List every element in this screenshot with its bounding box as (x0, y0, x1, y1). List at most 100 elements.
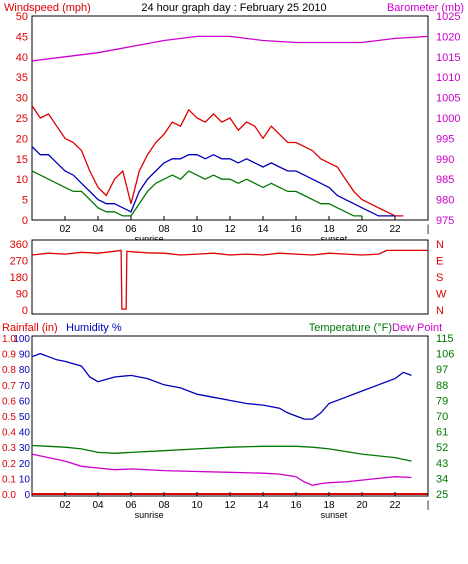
humidity-tick-label: 0 (24, 490, 30, 501)
rainfall-tick-label: 0.8 (2, 365, 16, 376)
barometer-tick-label: 1025 (436, 11, 460, 23)
humidity-tick-label: 10 (19, 474, 31, 485)
direction-degree-label: 180 (10, 272, 28, 284)
temperature-tick-label: 70 (436, 411, 448, 423)
rainfall-tick-label: 0.1 (2, 474, 16, 485)
windspeed-ticks: 0 5 10 15 20 25 30 35 40 45 50 (16, 11, 28, 227)
time-tick-label: 14 (257, 224, 269, 235)
time-tick-label: 16 (290, 500, 302, 511)
temperature-tick-label: 79 (436, 395, 448, 407)
time-tick-label: 10 (191, 224, 203, 235)
temperature-tick-label: 52 (436, 442, 448, 454)
direction-compass-label: E (436, 256, 443, 268)
series-line-humidity (31, 352, 412, 420)
windspeed-tick-label: 20 (16, 133, 28, 145)
direction-degree-label: 0 (22, 305, 28, 317)
temperature-panel: Rainfall (in) Humidity % Temperature (°F… (2, 322, 454, 520)
temperature-tick-label: 43 (436, 458, 448, 470)
barometer-tick-label: 1005 (436, 93, 460, 105)
series-line-dew (31, 453, 412, 486)
sunrise-label: sunrise (135, 234, 164, 244)
barometer-tick-label: 985 (436, 174, 454, 186)
rainfall-tick-label: 0.7 (2, 381, 16, 392)
series-line-baro (31, 35, 429, 62)
time-tick-label: 10 (191, 500, 203, 511)
barometer-tick-label: 980 (436, 195, 454, 207)
rainfall-tick-label: 0.2 (2, 459, 16, 470)
windspeed-axis-label: Windspeed (mph) (4, 2, 91, 14)
windspeed-tick-label: 50 (16, 11, 28, 23)
series-line-direction (31, 249, 428, 310)
windspeed-tick-label: 30 (16, 93, 28, 105)
temperature-tick-label: 25 (436, 489, 448, 501)
series-line-gust (31, 105, 404, 217)
wind-barometer-panel: Windspeed (mph) 24 hour graph day : Febr… (4, 2, 464, 244)
humidity-tick-label: 90 (19, 350, 31, 361)
direction-compass-label: N (436, 239, 444, 251)
rainfall-tick-label: 0.6 (2, 396, 16, 407)
direction-degree-label: 360 (10, 239, 28, 251)
rainfall-tick-label: 0.4 (2, 428, 16, 439)
direction-degree-label: 90 (16, 289, 28, 301)
humidity-tick-label: 100 (13, 334, 30, 345)
humidity-tick-label: 60 (19, 396, 31, 407)
time-tick-label: 12 (224, 224, 236, 235)
rainfall-tick-label: 0.9 (2, 350, 16, 361)
barometer-ticks: 975 980 985 990 995 1000 1005 1010 1015 1020 1025 (436, 11, 460, 227)
series-line-avg (31, 146, 395, 217)
temperature-tick-label: 106 (436, 349, 454, 361)
temperature-tick-label: 34 (436, 473, 448, 485)
temperature-plot-frame (31, 335, 429, 497)
time-tick-label: 20 (356, 224, 368, 235)
time-tick-label: 06 (125, 224, 137, 235)
series-line-temperature (31, 444, 412, 462)
time-tick-label: 22 (389, 224, 401, 235)
time-tick-label: 16 (290, 224, 302, 235)
time-tick-label: 18 (323, 500, 335, 511)
time-tick-label: 20 (356, 500, 368, 511)
windspeed-tick-label: 45 (16, 31, 28, 43)
humidity-tick-label: 50 (19, 412, 31, 423)
humidity-tick-label: 20 (19, 459, 31, 470)
humidity-axis-label: Humidity % (66, 322, 122, 334)
direction-degree-label: 270 (10, 256, 28, 268)
direction-compass-label: S (436, 272, 443, 284)
windspeed-tick-label: 0 (22, 215, 28, 227)
direction-plot-frame (31, 239, 429, 315)
time-tick-label: 04 (92, 500, 104, 511)
temperature-tick-label: 61 (436, 427, 448, 439)
rainfall-tick-label: 0.5 (2, 412, 16, 423)
time-tick-label: 06 (125, 500, 137, 511)
windspeed-tick-label: 25 (16, 113, 28, 125)
rainfall-tick-label: 1.0 (2, 334, 16, 345)
direction-compass-label: W (436, 289, 447, 301)
temperature-tick-label: 88 (436, 380, 448, 392)
humidity-tick-label: 80 (19, 365, 31, 376)
windspeed-tick-label: 40 (16, 52, 28, 64)
temperature-axis-label: Temperature (°F) (309, 322, 392, 334)
series-line-low (31, 170, 362, 217)
humidity-tick-label: 40 (19, 428, 31, 439)
time-tick-label: 02 (59, 224, 71, 235)
sunrise-label: sunrise (135, 510, 164, 520)
time-tick-label: 12 (224, 500, 236, 511)
time-tick-label: 04 (92, 224, 104, 235)
humidity-tick-label: 30 (19, 443, 31, 454)
time-tick-label: 22 (389, 500, 401, 511)
direction-series-group (31, 249, 428, 310)
wind-time-axis: 02 04 06 08 10 12 14 16 18 20 22 | sunrise sunset (59, 216, 429, 244)
windspeed-tick-label: 10 (16, 174, 28, 186)
rain-humidity-ticks: 0.0 0.1 0.2 0.3 0.4 0.5 0.6 0.7 0.8 0.9 1.0 0 10 20 30… (2, 334, 30, 501)
temperature-tick-label: 115 (436, 333, 454, 345)
sunset-label: sunset (321, 510, 348, 520)
time-tick-label: 18 (323, 224, 335, 235)
barometer-axis-label: Barometer (mb) (387, 2, 464, 14)
windspeed-tick-label: 35 (16, 72, 28, 84)
time-tick-label: 02 (59, 500, 71, 511)
rainfall-axis-label: Rainfall (in) (2, 322, 58, 334)
barometer-tick-label: 990 (436, 154, 454, 166)
